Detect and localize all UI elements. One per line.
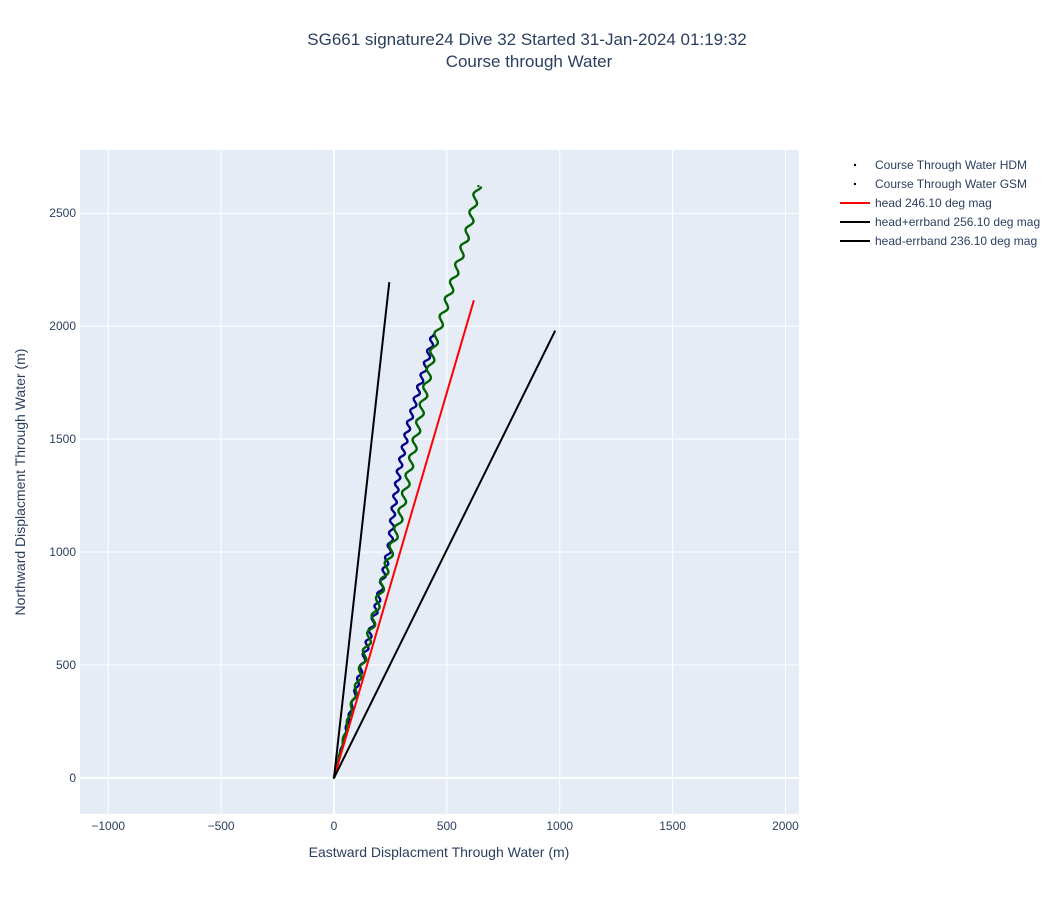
x-tick-label: 1500 (659, 819, 686, 833)
chart-title: SG661 signature24 Dive 32 Started 31-Jan… (307, 30, 746, 49)
series-line (333, 299, 475, 779)
y-tick-label: 2000 (49, 319, 76, 333)
y-tick-labels: 0 500 1000 1500 2000 2500 (49, 206, 76, 785)
data-point (477, 184, 480, 188)
x-tick-label: −1000 (91, 819, 125, 833)
legend-marker-swatch (853, 182, 857, 186)
series-2 (333, 299, 475, 779)
x-tick-labels: −1000 −500 0 500 1000 1500 2000 (91, 819, 799, 833)
legend[interactable]: Course Through Water HDM Course Through W… (832, 153, 1054, 253)
grid-lines (80, 150, 799, 814)
y-axis-label: Northward Displacment Through Water (m) (12, 349, 28, 616)
series-line (333, 330, 557, 779)
series-line (333, 281, 391, 779)
legend-item[interactable]: Course Through Water HDM (853, 158, 1027, 172)
legend-label: head 246.10 deg mag (875, 196, 992, 210)
legend-label: Course Through Water HDM (875, 158, 1027, 172)
series-3 (333, 281, 391, 779)
legend-label: Course Through Water GSM (875, 177, 1027, 191)
y-tick-label: 2500 (49, 206, 76, 220)
series-1 (332, 184, 483, 780)
legend-marker-swatch (853, 163, 857, 167)
legend-item[interactable]: Course Through Water GSM (853, 177, 1027, 191)
y-tick-label: 500 (56, 658, 76, 672)
legend-item[interactable]: head+errband 256.10 deg mag (840, 215, 1040, 229)
x-axis-label: Eastward Displacment Through Water (m) (309, 844, 570, 860)
data-point (479, 186, 483, 189)
chart-subtitle: Course through Water (446, 52, 613, 71)
x-tick-label: 0 (331, 819, 338, 833)
x-tick-label: −500 (208, 819, 235, 833)
legend-item[interactable]: head-errband 236.10 deg mag (840, 234, 1037, 248)
y-tick-label: 1500 (49, 432, 76, 446)
series-4 (333, 330, 557, 779)
series-layer (332, 184, 557, 780)
legend-item[interactable]: head 246.10 deg mag (840, 196, 992, 210)
x-tick-label: 1000 (546, 819, 573, 833)
x-tick-label: 500 (437, 819, 457, 833)
legend-label: head-errband 236.10 deg mag (875, 234, 1037, 248)
legend-label: head+errband 256.10 deg mag (875, 215, 1040, 229)
y-tick-label: 1000 (49, 545, 76, 559)
plot-background (80, 150, 799, 814)
x-tick-label: 2000 (772, 819, 799, 833)
y-tick-label: 0 (69, 771, 76, 785)
